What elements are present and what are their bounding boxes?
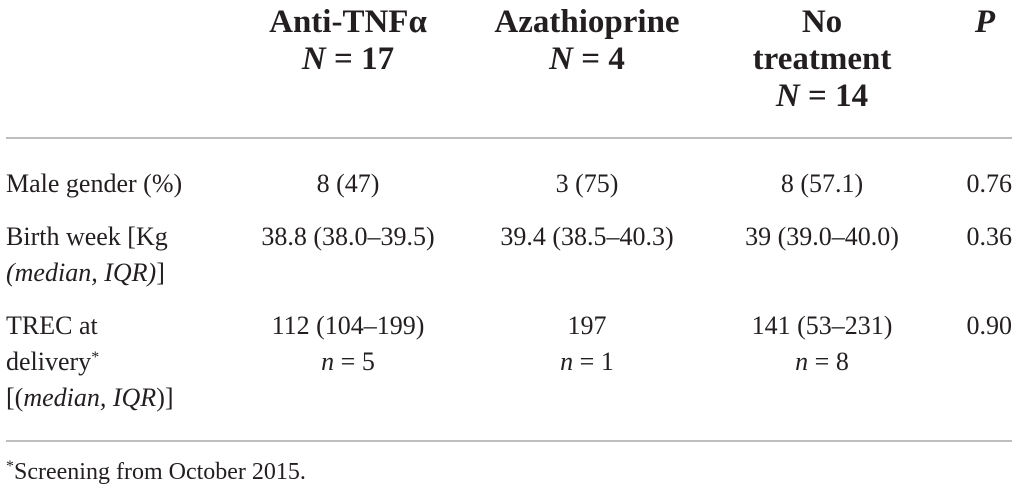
median-iqr-text: (median, IQR) xyxy=(6,258,157,287)
header-anti-tnf: Anti-TNFα N = 17 xyxy=(238,4,458,78)
table-bottom-divider xyxy=(6,440,1012,442)
header-azathioprine-title: Azathioprine xyxy=(494,4,680,40)
row-label-trec-line3: [(median, IQR)] xyxy=(6,380,236,416)
header-anti-tnf-n: N = 17 xyxy=(238,41,458,78)
footnote-marker: * xyxy=(6,458,14,475)
header-azathioprine-n: N = 4 xyxy=(472,41,702,78)
cell-trec-p: 0.90 xyxy=(966,311,1013,340)
cell-trec-no-treatment: 141 (53–231) n = 8 xyxy=(722,308,922,380)
trec-no-treatment-n: n = 8 xyxy=(722,344,922,380)
row-label-trec: TREC at delivery* [(median, IQR)] xyxy=(6,308,236,416)
cell-male-azathioprine: 3 (75) xyxy=(555,169,619,198)
header-no-treatment-title-2: treatment xyxy=(752,41,892,77)
trec-azathioprine-value: 197 xyxy=(567,311,607,340)
trec-anti-tnf-value: 112 (104–199) xyxy=(271,311,425,340)
trec-no-treatment-value: 141 (53–231) xyxy=(751,311,893,340)
row-label-birth-week-line1: Birth week [Kg xyxy=(6,222,168,251)
bracket-close: )] xyxy=(156,383,174,412)
cell-male-no-treatment: 8 (57.1) xyxy=(780,169,864,198)
n-value: = 8 xyxy=(808,347,849,376)
n-value: = 4 xyxy=(573,41,625,77)
header-p-title: P xyxy=(974,4,996,40)
n-symbol: N xyxy=(301,41,326,77)
header-p-value: P xyxy=(960,4,1010,41)
header-divider xyxy=(6,137,1012,139)
n-value: = 5 xyxy=(334,347,375,376)
n-symbol: N xyxy=(775,78,800,114)
cell-birth-p: 0.36 xyxy=(966,222,1013,251)
header-no-treatment-n: N = 14 xyxy=(722,78,922,115)
row-label-birth-week-line2: (median, IQR)] xyxy=(6,255,236,291)
cell-trec-anti-tnf: 112 (104–199) n = 5 xyxy=(238,308,458,380)
n-value: = 17 xyxy=(325,41,395,77)
bracket-open: [( xyxy=(6,383,24,412)
n-value: = 14 xyxy=(799,78,869,114)
header-no-treatment: No treatment N = 14 xyxy=(722,4,922,115)
cell-trec-azathioprine: 197 n = 1 xyxy=(472,308,702,380)
n-value: = 1 xyxy=(573,347,614,376)
row-label-male-gender: Male gender (%) xyxy=(6,169,183,198)
header-anti-tnf-title: Anti-TNFα xyxy=(269,4,427,40)
cell-birth-no-treatment: 39 (39.0–40.0) xyxy=(745,222,899,251)
trec-anti-tnf-n: n = 5 xyxy=(238,344,458,380)
n-symbol: n xyxy=(321,347,335,376)
header-azathioprine: Azathioprine N = 4 xyxy=(472,4,702,78)
n-symbol: n xyxy=(795,347,809,376)
row-label-birth-week: Birth week [Kg (median, IQR)] xyxy=(6,219,236,291)
n-symbol: N xyxy=(549,41,574,77)
delivery-text: delivery xyxy=(6,347,92,376)
n-symbol: n xyxy=(560,347,574,376)
row-label-trec-line2: delivery* xyxy=(6,344,236,380)
table-footnote: *Screening from October 2015. xyxy=(6,456,306,488)
cell-male-p: 0.76 xyxy=(966,169,1013,198)
cell-birth-azathioprine: 39.4 (38.5–40.3) xyxy=(500,222,674,251)
footnote-text: Screening from October 2015. xyxy=(14,459,306,485)
cell-male-anti-tnf: 8 (47) xyxy=(316,169,380,198)
trec-azathioprine-n: n = 1 xyxy=(472,344,702,380)
cell-birth-anti-tnf: 38.8 (38.0–39.5) xyxy=(261,222,435,251)
median-iqr-text: median, IQR xyxy=(23,383,157,412)
bracket-close: ] xyxy=(156,258,165,287)
row-label-trec-line1: TREC at xyxy=(6,311,98,340)
header-no-treatment-title-1: No xyxy=(801,4,843,40)
footnote-marker: * xyxy=(91,349,100,366)
